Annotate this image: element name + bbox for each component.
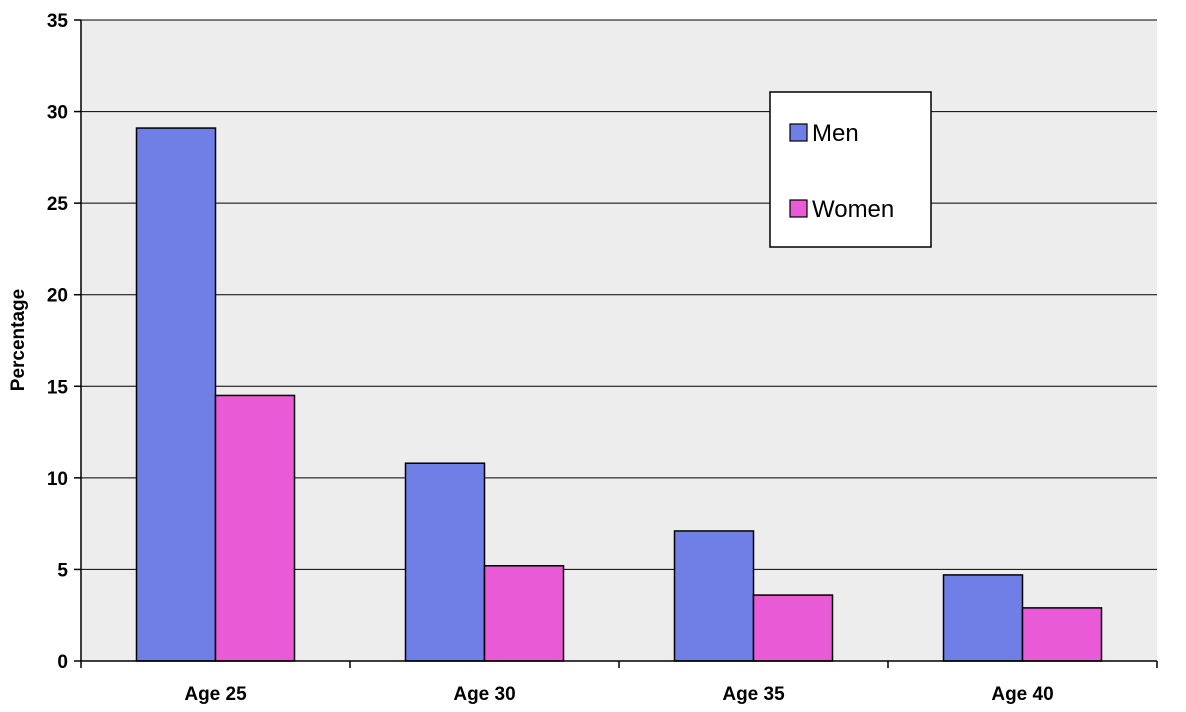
y-tick-label: 0 <box>57 652 68 673</box>
legend-box <box>770 92 931 247</box>
bar-women-age-35 <box>754 595 833 661</box>
y-tick-label: 5 <box>57 560 68 581</box>
bar-men-age-40 <box>944 575 1023 661</box>
bar-men-age-25 <box>137 128 216 661</box>
bar-men-age-30 <box>406 463 485 661</box>
bar-women-age-25 <box>216 395 295 661</box>
bar-women-age-30 <box>485 566 564 661</box>
y-tick-label: 20 <box>47 286 68 307</box>
x-tick-label: Age 25 <box>184 684 247 705</box>
y-tick-label: 25 <box>47 194 69 215</box>
bar-men-age-35 <box>675 531 754 661</box>
x-tick-label: Age 35 <box>722 684 785 705</box>
x-axis-ticks: Age 25 Age 30 Age 35 Age 40 <box>81 661 1157 705</box>
legend-swatch-women <box>790 200 807 217</box>
legend-label-men: Men <box>812 120 859 147</box>
y-axis-ticks: 0 5 10 15 20 25 30 35 <box>47 11 81 673</box>
bar-women-age-40 <box>1023 608 1102 661</box>
y-tick-label: 35 <box>47 11 69 32</box>
y-tick-label: 10 <box>47 469 68 490</box>
y-tick-label: 15 <box>47 377 69 398</box>
y-tick-label: 30 <box>47 103 68 124</box>
y-axis-title: Percentage <box>8 289 29 391</box>
x-tick-label: Age 40 <box>991 684 1053 705</box>
x-tick-label: Age 30 <box>453 684 515 705</box>
legend-label-women: Women <box>812 196 894 223</box>
legend: Men Women <box>770 92 931 247</box>
legend-swatch-men <box>790 124 807 141</box>
